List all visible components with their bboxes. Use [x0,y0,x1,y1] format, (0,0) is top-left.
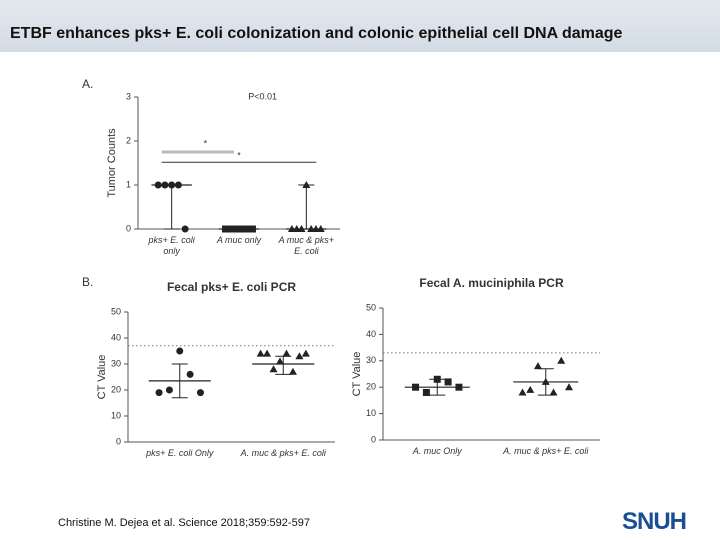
point [557,356,566,364]
x-tick-label: A muc & pks+ E. coli [278,235,335,256]
point [174,181,182,189]
y-tick-label: 0 [126,223,131,233]
point [518,388,527,396]
y-axis-label: Tumor Counts [106,128,118,198]
x-tick-label: A. muc Only [412,446,462,456]
point [242,225,250,233]
point [181,225,189,233]
point [269,365,278,373]
header-band [0,0,720,52]
x-tick-label: A muc only [216,235,262,245]
citation: Christine M. Dejea et al. Science 2018;3… [58,517,310,529]
point [444,378,452,386]
point [526,385,535,393]
y-tick-label: 50 [111,306,121,316]
y-tick-label: 3 [126,91,131,101]
point [301,349,310,357]
point [302,181,311,188]
y-tick-label: 0 [116,436,121,446]
y-tick-label: 40 [366,329,376,339]
point [541,377,550,385]
y-tick-label: 0 [371,434,376,444]
y-tick-label: 1 [126,179,131,189]
point [288,367,297,375]
point [422,388,430,396]
y-tick-label: 20 [366,382,376,392]
annotation: * [237,151,241,161]
y-tick-label: 10 [366,408,376,418]
panel-label: A. [82,77,93,91]
point [565,383,573,391]
y-tick-label: 2 [126,135,131,145]
point [534,362,542,370]
point [248,225,256,233]
annotation: * [204,138,208,148]
y-axis-label: CT Value [96,355,108,400]
point [295,352,304,360]
point [168,181,176,189]
point [276,357,285,365]
point [235,225,243,233]
point [228,225,236,233]
y-tick-label: 30 [366,355,376,365]
point [282,349,291,357]
chart-title: Fecal pks+ E. coli PCR [167,280,296,294]
y-tick-label: 50 [366,302,376,312]
x-tick-label: pks+ E. coli Only [146,448,214,458]
point [297,225,306,232]
point [176,347,184,355]
point [161,181,169,189]
point [549,388,558,396]
logo: SNUH [622,508,687,535]
slide-title: ETBF enhances pks+ E. coli colonization … [10,25,623,42]
point [196,389,204,397]
chart-title: Fecal A. muciniphila PCR [419,276,564,290]
point [433,375,441,383]
point [256,349,265,357]
panel-label: B. [82,275,93,289]
y-tick-label: 20 [111,384,121,394]
x-tick-label: A. muc & pks+ E. coli [503,446,589,456]
annotation: P<0.01 [248,91,277,101]
point [412,383,420,391]
point [263,349,272,357]
point [186,370,194,378]
point [455,383,463,391]
y-axis-label: CT Value [351,352,363,397]
x-tick-label: pks+ E. coli only [148,235,195,256]
y-tick-label: 40 [111,332,121,342]
point [222,225,230,233]
y-tick-label: 10 [111,410,121,420]
point [165,386,173,394]
x-tick-label: A. muc & pks+ E. coli [240,448,326,458]
point [316,225,325,232]
y-tick-label: 30 [111,358,121,368]
point [154,181,162,189]
point [155,389,163,397]
